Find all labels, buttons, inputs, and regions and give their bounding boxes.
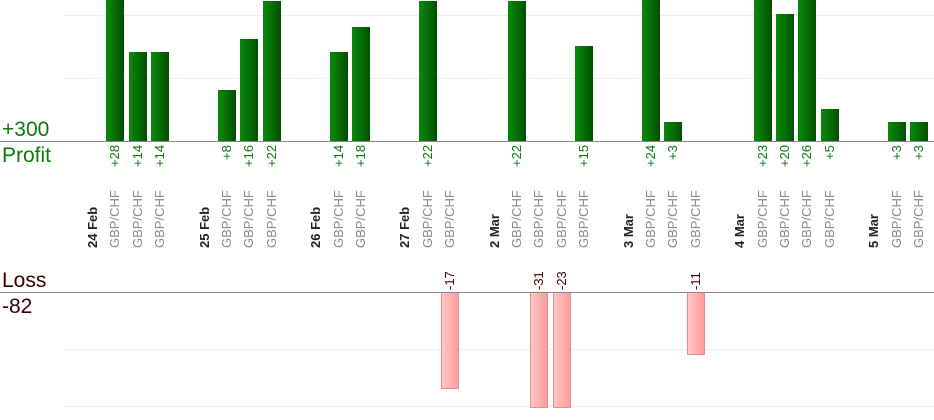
loss-value-label: -31: [531, 271, 547, 290]
pair-label: GBP/CHF: [330, 190, 346, 248]
pair-label: GBP/CHF: [754, 190, 770, 248]
profit-value-label: +16: [241, 144, 257, 167]
profit-label: Profit: [2, 144, 52, 167]
pair-label: GBP/CHF: [442, 190, 458, 248]
profit-bar: [664, 121, 683, 141]
loss-value-label: -17: [442, 271, 458, 290]
loss-bar: [686, 293, 705, 356]
loss-baseline: [0, 292, 934, 293]
profit-baseline: [0, 141, 934, 142]
pair-label: GBP/CHF: [665, 190, 681, 248]
profit-value-label: +8: [218, 145, 234, 160]
date-label: 26 Feb: [308, 206, 324, 248]
profit-value-label: +22: [419, 144, 435, 167]
profit-bar: [128, 51, 147, 141]
profit-bar: [351, 26, 370, 141]
profit-bar: [240, 39, 259, 141]
profit-value-label: +18: [352, 144, 368, 167]
pair-label: GBP/CHF: [643, 190, 658, 248]
pair-label: GBP/CHF: [687, 190, 703, 248]
profit-value-label: +26: [799, 144, 815, 167]
loss-gridline: [64, 406, 934, 407]
pair-label: GBP/CHF: [241, 190, 257, 248]
loss-value-label: -23: [553, 271, 569, 290]
profit-value-label: +3: [888, 145, 904, 160]
loss-total: -82: [2, 295, 33, 318]
pair-label: GBP/CHF: [576, 190, 592, 248]
profit-gridline: [64, 15, 934, 16]
profit-value-label: +14: [129, 144, 145, 167]
loss-gridline: [64, 349, 934, 350]
profit-gridline: [64, 78, 934, 79]
date-label: 27 Feb: [397, 206, 413, 248]
pair-label: GBP/CHF: [553, 190, 569, 248]
profit-bar: [820, 109, 839, 141]
profit-bar: [642, 0, 660, 141]
profit-value-label: +5: [821, 145, 837, 160]
profit-value-label: +23: [754, 144, 770, 167]
date-label: 2 Mar: [486, 214, 502, 248]
date-label: 24 Feb: [85, 206, 100, 248]
date-label: 4 Mar: [732, 214, 748, 248]
pair-label: GBP/CHF: [888, 190, 904, 248]
pair-label: GBP/CHF: [107, 190, 123, 248]
profit-bar: [329, 51, 348, 141]
profit-bar: [753, 0, 772, 141]
profit-bar: [508, 1, 527, 141]
profit-bar: [887, 121, 906, 141]
pair-label: GBP/CHF: [151, 190, 167, 248]
profit-value-label: +3: [665, 145, 681, 160]
loss-bar: [441, 293, 460, 390]
pair-label: GBP/CHF: [799, 190, 815, 248]
profit-bar: [217, 90, 236, 141]
loss-bar: [530, 293, 549, 408]
profit-bar: [262, 1, 281, 141]
pair-label: GBP/CHF: [263, 190, 279, 248]
profit-value-label: +22: [263, 144, 279, 167]
profit-value-label: +3: [910, 145, 926, 160]
profit-bar: [775, 13, 794, 141]
profit-total: +300: [2, 118, 50, 141]
loss-label: Loss: [2, 269, 47, 292]
profit-value-label: +24: [643, 144, 658, 167]
pair-label: GBP/CHF: [218, 190, 234, 248]
date-label: 5 Mar: [866, 214, 882, 248]
pair-label: GBP/CHF: [821, 190, 837, 248]
profit-value-label: +14: [151, 144, 167, 167]
profit-value-label: +28: [107, 144, 123, 167]
pair-label: GBP/CHF: [531, 190, 547, 248]
profit-bar: [798, 0, 817, 141]
profit-bar: [575, 45, 594, 141]
date-label: 3 Mar: [620, 214, 636, 248]
pair-label: GBP/CHF: [910, 190, 926, 248]
pair-label: GBP/CHF: [129, 190, 145, 248]
date-label: 25 Feb: [196, 206, 212, 248]
profit-value-label: +22: [509, 144, 525, 167]
profit-value-label: +20: [776, 144, 792, 167]
profit-bar: [909, 121, 928, 141]
profit-value-label: +14: [330, 144, 346, 167]
profit-bar: [150, 51, 169, 141]
pair-label: GBP/CHF: [419, 190, 435, 248]
profit-bar: [418, 1, 437, 141]
loss-value-label: -11: [687, 272, 703, 290]
pair-label: GBP/CHF: [776, 190, 792, 248]
profit-value-label: +15: [576, 144, 592, 167]
loss-bar: [552, 293, 571, 408]
pair-label: GBP/CHF: [509, 190, 525, 248]
profit-bar: [106, 0, 125, 141]
pair-label: GBP/CHF: [352, 190, 368, 248]
